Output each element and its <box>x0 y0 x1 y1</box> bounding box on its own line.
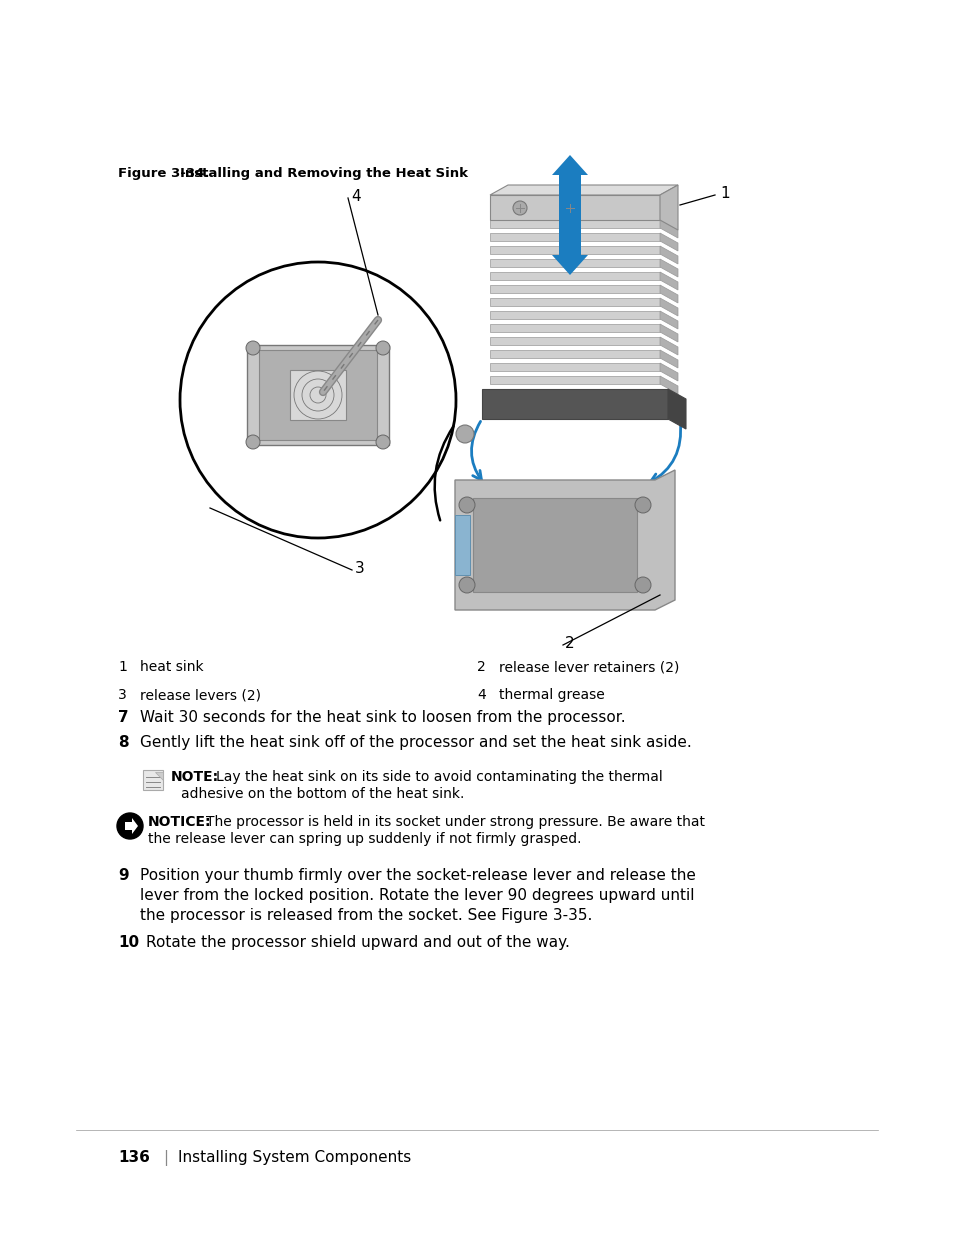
Text: 4: 4 <box>476 688 485 701</box>
Text: 1: 1 <box>118 659 127 674</box>
Circle shape <box>458 577 475 593</box>
Text: release levers (2): release levers (2) <box>140 688 261 701</box>
Text: 8: 8 <box>118 735 129 750</box>
Polygon shape <box>481 389 667 419</box>
Polygon shape <box>473 498 637 592</box>
Text: 10: 10 <box>118 935 139 950</box>
Polygon shape <box>659 272 678 290</box>
Polygon shape <box>154 772 163 781</box>
Text: 2: 2 <box>564 636 574 651</box>
Text: the processor is released from the socket. See Figure 3-35.: the processor is released from the socke… <box>140 908 592 923</box>
Polygon shape <box>659 246 678 264</box>
FancyArrowPatch shape <box>435 426 453 520</box>
Text: 7: 7 <box>118 710 129 725</box>
Circle shape <box>456 425 474 443</box>
Polygon shape <box>667 389 685 429</box>
Text: Rotate the processor shield upward and out of the way.: Rotate the processor shield upward and o… <box>146 935 569 950</box>
Polygon shape <box>490 233 659 241</box>
Polygon shape <box>659 220 678 238</box>
Text: NOTE:: NOTE: <box>171 769 219 784</box>
Text: Lay the heat sink on its side to avoid contaminating the thermal: Lay the heat sink on its side to avoid c… <box>215 769 662 784</box>
Text: Figure 3-34.: Figure 3-34. <box>118 167 210 180</box>
Polygon shape <box>659 350 678 368</box>
Text: 3: 3 <box>355 561 364 576</box>
Circle shape <box>375 435 390 450</box>
Text: release lever retainers (2): release lever retainers (2) <box>498 659 679 674</box>
Polygon shape <box>125 818 138 834</box>
Polygon shape <box>455 471 675 610</box>
Polygon shape <box>490 350 659 358</box>
Polygon shape <box>659 375 678 394</box>
Text: heat sink: heat sink <box>140 659 203 674</box>
Polygon shape <box>659 259 678 277</box>
Text: The processor is held in its socket under strong pressure. Be aware that: The processor is held in its socket unde… <box>206 815 704 829</box>
Polygon shape <box>490 246 659 254</box>
Text: Installing and Removing the Heat Sink: Installing and Removing the Heat Sink <box>180 167 468 180</box>
Circle shape <box>246 435 260 450</box>
Polygon shape <box>490 375 659 384</box>
Polygon shape <box>558 175 580 254</box>
Text: Wait 30 seconds for the heat sink to loosen from the processor.: Wait 30 seconds for the heat sink to loo… <box>140 710 625 725</box>
Polygon shape <box>659 363 678 382</box>
Polygon shape <box>659 298 678 316</box>
Circle shape <box>117 813 143 839</box>
FancyBboxPatch shape <box>143 769 163 790</box>
Text: |: | <box>163 1150 168 1166</box>
Polygon shape <box>490 298 659 306</box>
Text: 1: 1 <box>720 185 729 200</box>
Circle shape <box>458 496 475 513</box>
Polygon shape <box>659 324 678 342</box>
Polygon shape <box>659 311 678 329</box>
Circle shape <box>562 201 577 215</box>
Polygon shape <box>455 515 470 576</box>
Circle shape <box>246 341 260 354</box>
Circle shape <box>375 341 390 354</box>
Polygon shape <box>490 272 659 280</box>
Circle shape <box>635 577 650 593</box>
Polygon shape <box>490 311 659 319</box>
Text: thermal grease: thermal grease <box>498 688 604 701</box>
Polygon shape <box>490 337 659 345</box>
Polygon shape <box>490 259 659 267</box>
Text: lever from the locked position. Rotate the lever 90 degrees upward until: lever from the locked position. Rotate t… <box>140 888 694 903</box>
Polygon shape <box>659 233 678 251</box>
Polygon shape <box>552 254 587 275</box>
Text: adhesive on the bottom of the heat sink.: adhesive on the bottom of the heat sink. <box>181 787 464 802</box>
Polygon shape <box>659 337 678 354</box>
Text: 3: 3 <box>118 688 127 701</box>
Circle shape <box>635 496 650 513</box>
Text: Installing System Components: Installing System Components <box>178 1150 411 1165</box>
Text: 4: 4 <box>351 189 360 204</box>
Polygon shape <box>552 156 587 175</box>
Polygon shape <box>490 220 659 228</box>
Polygon shape <box>659 185 678 230</box>
Polygon shape <box>490 285 659 293</box>
Text: the release lever can spring up suddenly if not firmly grasped.: the release lever can spring up suddenly… <box>148 832 581 846</box>
Circle shape <box>513 201 526 215</box>
Text: NOTICE:: NOTICE: <box>148 815 212 829</box>
Text: 136: 136 <box>118 1150 150 1165</box>
Polygon shape <box>490 363 659 370</box>
Text: Gently lift the heat sink off of the processor and set the heat sink aside.: Gently lift the heat sink off of the pro… <box>140 735 691 750</box>
Text: Position your thumb firmly over the socket-release lever and release the: Position your thumb firmly over the sock… <box>140 868 695 883</box>
Polygon shape <box>490 195 659 220</box>
Polygon shape <box>490 185 678 195</box>
Text: 2: 2 <box>476 659 485 674</box>
Polygon shape <box>247 345 389 445</box>
Polygon shape <box>490 324 659 332</box>
Polygon shape <box>659 285 678 303</box>
Polygon shape <box>258 350 376 440</box>
Text: 9: 9 <box>118 868 129 883</box>
Polygon shape <box>290 370 346 420</box>
